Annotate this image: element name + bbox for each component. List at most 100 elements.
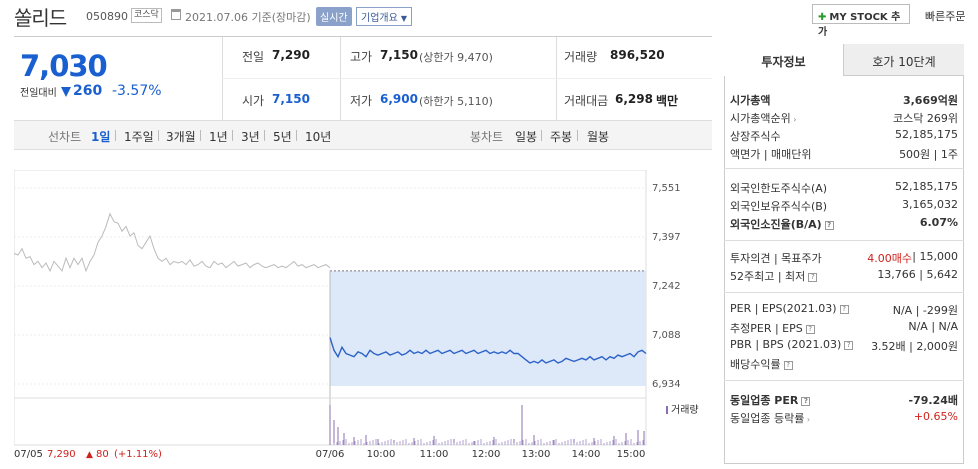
industry-per-label: 동일업종 PER? (730, 392, 811, 408)
prev-day-change: 80 (96, 449, 109, 460)
period-tab[interactable]: 5년 (273, 130, 292, 144)
my-stock-add-button[interactable]: ✚ MY STOCK 추가 (812, 4, 910, 38)
x-tick-label: 14:00 (572, 449, 601, 460)
stock-code: 050890 (86, 10, 128, 23)
chevron-right-icon: › (804, 415, 811, 424)
y-tick-label: 7,551 (652, 183, 681, 194)
low-value: 6,900 (380, 92, 418, 106)
dividend-label: 배당수익률? (730, 356, 793, 372)
prev-day-pct: (+1.11%) (114, 449, 162, 460)
foreign-limit-value: 52,185,175 (895, 180, 958, 193)
divider (264, 130, 265, 141)
help-icon[interactable]: ? (844, 340, 854, 350)
help-icon[interactable]: ? (783, 360, 793, 370)
high-value: 7,150 (380, 48, 418, 62)
foreign-limit-label: 외국인한도주식수(A) (730, 182, 828, 195)
amount-value: 6,298 (615, 92, 653, 106)
rank-label: 시가총액순위 (730, 112, 791, 125)
tab-order-book[interactable]: 호가 10단계 (844, 44, 964, 76)
divider (232, 130, 233, 141)
foreign-hold-value: 3,165,032 (902, 198, 958, 211)
est-per-label: 추정PER | EPS? (730, 320, 815, 336)
line-chart-label: 선차트 (48, 130, 82, 144)
divider (222, 78, 712, 79)
divider (158, 130, 159, 141)
divider (115, 130, 116, 141)
help-icon[interactable]: ? (808, 272, 818, 282)
help-icon[interactable]: ? (805, 324, 815, 334)
pbr-value: 3.52배 | 2,000원 (871, 340, 958, 353)
volume-legend-swatch (666, 406, 668, 414)
foreign-ratio-label: 외국인소진율(B/A)? (730, 216, 834, 232)
per-value: N/A | -299원 (892, 304, 958, 317)
industry-per-value: -79.24배 (908, 394, 958, 407)
range-fill (330, 270, 646, 386)
target-price: | 15,000 (912, 250, 958, 263)
prev-day-label: 07/05 (14, 449, 43, 460)
divider (200, 130, 201, 141)
change-label: 전일대비 (20, 88, 57, 99)
foreign-ratio-text: 외국인소진율(B/A) (730, 218, 822, 231)
facevalue-value: 500원 | 1주 (899, 148, 958, 161)
volume-label: 거래량 (564, 50, 598, 64)
pbr-text: PBR | BPS (2021.03) (730, 338, 842, 351)
quick-order-link[interactable]: 빠른주문 (925, 10, 966, 23)
industry-per-text: 동일업종 PER (730, 394, 799, 407)
open-label: 시가 (242, 94, 265, 108)
period-tab[interactable]: 3개월 (166, 130, 196, 144)
change-percent: -3.57% (112, 83, 162, 99)
est-per-value: N/A | N/A (908, 320, 958, 333)
lower-limit: (하한가 5,110) (419, 95, 493, 108)
prev-close-value: 7,290 (272, 48, 310, 62)
period-tab[interactable]: 1일 (91, 130, 111, 144)
help-icon[interactable]: ? (824, 220, 834, 230)
help-icon[interactable]: ? (801, 396, 811, 406)
y-tick-label: 6,934 (652, 379, 681, 390)
period-tab[interactable]: 10년 (305, 130, 332, 144)
company-overview-select[interactable]: 기업개요 ▼ (356, 7, 412, 26)
x-tick-label: 12:00 (472, 449, 501, 460)
down-triangle-icon (61, 87, 71, 97)
tab-investment-info[interactable]: 투자정보 (724, 44, 844, 76)
upper-limit: (상한가 9,470) (419, 51, 493, 64)
today-price-line (329, 337, 647, 364)
help-icon[interactable]: ? (839, 304, 849, 314)
mystock-label: MY STOCK 추가 (818, 12, 901, 38)
divider (724, 240, 964, 241)
period-tab[interactable]: 1주일 (124, 130, 154, 144)
chevron-right-icon: › (790, 115, 797, 124)
prev-day-close: 7,290 (47, 449, 76, 460)
divider (724, 168, 964, 169)
y-tick-label: 7,088 (652, 330, 681, 341)
candle-tab[interactable]: 월봉 (587, 130, 610, 144)
low-label: 저가 (350, 94, 373, 108)
foreign-hold-label: 외국인보유주식수(B) (730, 200, 828, 213)
x-tick-label: 11:00 (420, 449, 449, 460)
period-tab[interactable]: 3년 (241, 130, 260, 144)
period-tab[interactable]: 1년 (209, 130, 228, 144)
chevron-down-icon: ▼ (400, 14, 407, 23)
price-chart: 7,551 7,397 7,242 7,088 6,934 거래량 07/06 10:00 11… (14, 170, 699, 460)
y-tick-label: 7,242 (652, 281, 681, 292)
header-divider (14, 36, 712, 37)
candle-tab[interactable]: 주봉 (550, 130, 573, 144)
open-value: 7,150 (272, 92, 310, 106)
x-tick-label: 07/06 (316, 449, 345, 460)
date-text: 2021.07.06 기준(장마감) (185, 11, 311, 24)
y-tick-label: 7,397 (652, 232, 681, 243)
volume-value: 896,520 (610, 48, 665, 62)
market-cap-label: 시가총액 (730, 94, 771, 107)
x-tick-label: 10:00 (367, 449, 396, 460)
rank-link[interactable]: 시가총액순위 › (730, 110, 796, 126)
divider (724, 380, 964, 381)
stock-name: 쏠리드 (14, 6, 67, 30)
realtime-button[interactable]: 실시간 (316, 7, 352, 26)
plus-icon: ✚ (818, 12, 827, 23)
volume-legend-label: 거래량 (671, 404, 699, 416)
industry-rate-label: 동일업종 등락률 (730, 412, 805, 425)
x-tick-label: 15:00 (617, 449, 646, 460)
market-cap-value: 3,669억원 (902, 94, 958, 107)
foreign-ratio-value: 6.07% (919, 216, 958, 229)
industry-rate-link[interactable]: 동일업종 등락률 › (730, 410, 810, 426)
candle-tab[interactable]: 일봉 (515, 130, 538, 144)
